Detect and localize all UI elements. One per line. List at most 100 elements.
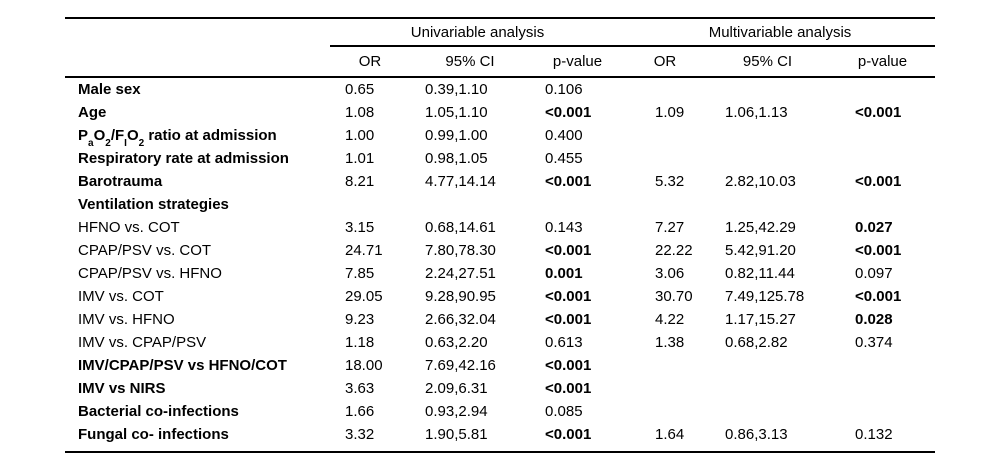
- cell-uni-ci: 2.24,27.51: [425, 265, 496, 282]
- cell-mul-p: 0.027: [855, 219, 893, 236]
- cell-uni-p: 0.085: [545, 403, 583, 420]
- cell-uni-ci: 9.28,90.95: [425, 288, 496, 305]
- column-header-uni-or: OR: [330, 46, 410, 78]
- table-body: Male sex 0.65 0.39,1.10 0.106 Age 1.08 1.05,1.…: [65, 77, 935, 452]
- table-row: Barotrauma 8.21 4.77,14.14 <0.001 5.32 2.82,1…: [65, 170, 935, 193]
- row-label: Fungal co- infections: [78, 426, 229, 443]
- table-row: CPAP/PSV vs. COT 24.71 7.80,78.30 <0.001 22.…: [65, 239, 935, 262]
- cell-mul-or: [625, 377, 705, 400]
- cell-mul-or: [625, 147, 705, 170]
- cell-uni-ci: 0.98,1.05: [425, 150, 488, 167]
- cell-mul-ci: 5.42,91.20: [725, 242, 796, 259]
- cell-uni-ci: 1.05,1.10: [425, 104, 488, 121]
- row-label: CPAP/PSV vs. COT: [78, 242, 212, 259]
- cell-uni-ci: 7.80,78.30: [425, 242, 496, 259]
- row-label: Age: [78, 104, 107, 121]
- table-row: Bacterial co-infections 1.66 0.93,2.94 0.08…: [65, 400, 935, 423]
- cell-mul-ci: 1.25,42.29: [725, 219, 796, 236]
- cell-mul-or: 5.32: [655, 173, 685, 190]
- cell-mul-p: [830, 124, 935, 147]
- cell-mul-ci: [705, 354, 830, 377]
- cell-mul-ci: 0.86,3.13: [725, 426, 788, 443]
- table-row: Fungal co- infections 3.32 1.90,5.81 <0.001…: [65, 423, 935, 452]
- cell-uni-or: 29.05: [345, 288, 383, 305]
- cell-mul-p: <0.001: [855, 242, 902, 259]
- cell-uni-p: <0.001: [545, 426, 592, 443]
- table-row: Ventilation strategies: [65, 193, 935, 216]
- table-row: IMV/CPAP/PSV vs HFNO/COT 18.00 7.69,42.16 <…: [65, 354, 935, 377]
- cell-mul-p: [830, 400, 935, 423]
- cell-mul-or: 1.64: [655, 426, 685, 443]
- regression-results-table: Univariable analysis Multivariable analy…: [65, 17, 936, 453]
- cell-uni-p: 0.613: [545, 334, 583, 351]
- table-row: Age 1.08 1.05,1.10 <0.001 1.09 1.06,1.13 <0.00…: [65, 101, 935, 124]
- cell-mul-or: [625, 400, 705, 423]
- cell-mul-p: 0.097: [855, 265, 893, 282]
- cell-mul-p: 0.132: [855, 426, 893, 443]
- row-label: IMV vs. CPAP/PSV: [78, 334, 207, 351]
- cell-mul-ci: [705, 124, 830, 147]
- cell-uni-p: <0.001: [545, 104, 592, 121]
- column-header-multi-ci: 95% CI: [705, 46, 830, 78]
- cell-uni-ci: 4.77,14.14: [425, 173, 496, 190]
- cell-mul-or: 1.38: [655, 334, 685, 351]
- cell-uni-ci: 0.99,1.00: [425, 127, 488, 144]
- cell-uni-or: 1.01: [345, 150, 375, 167]
- cell-mul-or: 1.09: [655, 104, 685, 121]
- cell-mul-ci: [705, 147, 830, 170]
- table-row: IMV vs NIRS 3.63 2.09,6.31 <0.001: [65, 377, 935, 400]
- cell-mul-p: [830, 147, 935, 170]
- row-label: Bacterial co-infections: [78, 403, 239, 420]
- cell-uni-or: 1.66: [345, 403, 375, 420]
- cell-uni-p: 0.106: [545, 81, 583, 98]
- cell-mul-ci: 7.49,125.78: [725, 288, 805, 305]
- cell-mul-ci: 1.17,15.27: [725, 311, 796, 328]
- cell-uni-ci: 2.09,6.31: [425, 380, 488, 397]
- cell-uni-or: 3.15: [345, 219, 375, 236]
- cell-mul-p: <0.001: [855, 104, 902, 121]
- column-header-uni-pvalue: p-value: [530, 46, 625, 78]
- cell-mul-p: 0.374: [855, 334, 893, 351]
- cell-uni-p: <0.001: [545, 288, 592, 305]
- table-row: Male sex 0.65 0.39,1.10 0.106: [65, 77, 935, 101]
- row-label: IMV vs. HFNO: [78, 311, 175, 328]
- cell-uni-ci: 0.39,1.10: [425, 81, 488, 98]
- cell-mul-ci: [705, 400, 830, 423]
- cell-uni-or: [330, 193, 410, 216]
- cell-uni-p: <0.001: [545, 242, 592, 259]
- row-label: IMV vs NIRS: [78, 380, 166, 397]
- cell-uni-p: [530, 193, 625, 216]
- cell-uni-or: 3.32: [345, 426, 375, 443]
- table-row: IMV vs. HFNO 9.23 2.66,32.04 <0.001 4.22 1.17…: [65, 308, 935, 331]
- cell-uni-p: 0.455: [545, 150, 583, 167]
- cell-mul-or: [625, 193, 705, 216]
- cell-mul-ci: [705, 77, 830, 101]
- cell-mul-ci: 0.68,2.82: [725, 334, 788, 351]
- table-row: PaO2/FIO2 ratio at admission 1.00 0.99,1.0…: [65, 124, 935, 147]
- table-row: IMV vs. COT 29.05 9.28,90.95 <0.001 30.70 7.4…: [65, 285, 935, 308]
- table-row: IMV vs. CPAP/PSV 1.18 0.63,2.20 0.613 1.38 0.…: [65, 331, 935, 354]
- cell-mul-p: <0.001: [855, 288, 902, 305]
- cell-uni-ci: 0.93,2.94: [425, 403, 488, 420]
- cell-mul-ci: [705, 193, 830, 216]
- group-header-univariable: Univariable analysis: [330, 18, 625, 47]
- cell-mul-p: [830, 77, 935, 101]
- cell-uni-ci: 0.68,14.61: [425, 219, 496, 236]
- column-header-multi-or: OR: [625, 46, 705, 78]
- cell-uni-p: <0.001: [545, 357, 592, 374]
- cell-mul-or: [625, 77, 705, 101]
- cell-mul-p: <0.001: [855, 173, 902, 190]
- cell-uni-ci: [410, 193, 530, 216]
- group-header-multivariable: Multivariable analysis: [625, 18, 936, 47]
- cell-mul-or: 3.06: [655, 265, 685, 282]
- table-row: Respiratory rate at admission 1.01 0.98,1.…: [65, 147, 935, 170]
- cell-mul-p: [830, 193, 935, 216]
- cell-mul-ci: 1.06,1.13: [725, 104, 788, 121]
- cell-uni-or: 7.85: [345, 265, 375, 282]
- row-label: IMV/CPAP/PSV vs HFNO/COT: [78, 357, 287, 374]
- table-row: HFNO vs. COT 3.15 0.68,14.61 0.143 7.27 1.25,…: [65, 216, 935, 239]
- row-label: HFNO vs. COT: [78, 219, 180, 236]
- cell-mul-ci: 2.82,10.03: [725, 173, 796, 190]
- cell-uni-or: 3.63: [345, 380, 375, 397]
- cell-uni-p: 0.001: [545, 265, 583, 282]
